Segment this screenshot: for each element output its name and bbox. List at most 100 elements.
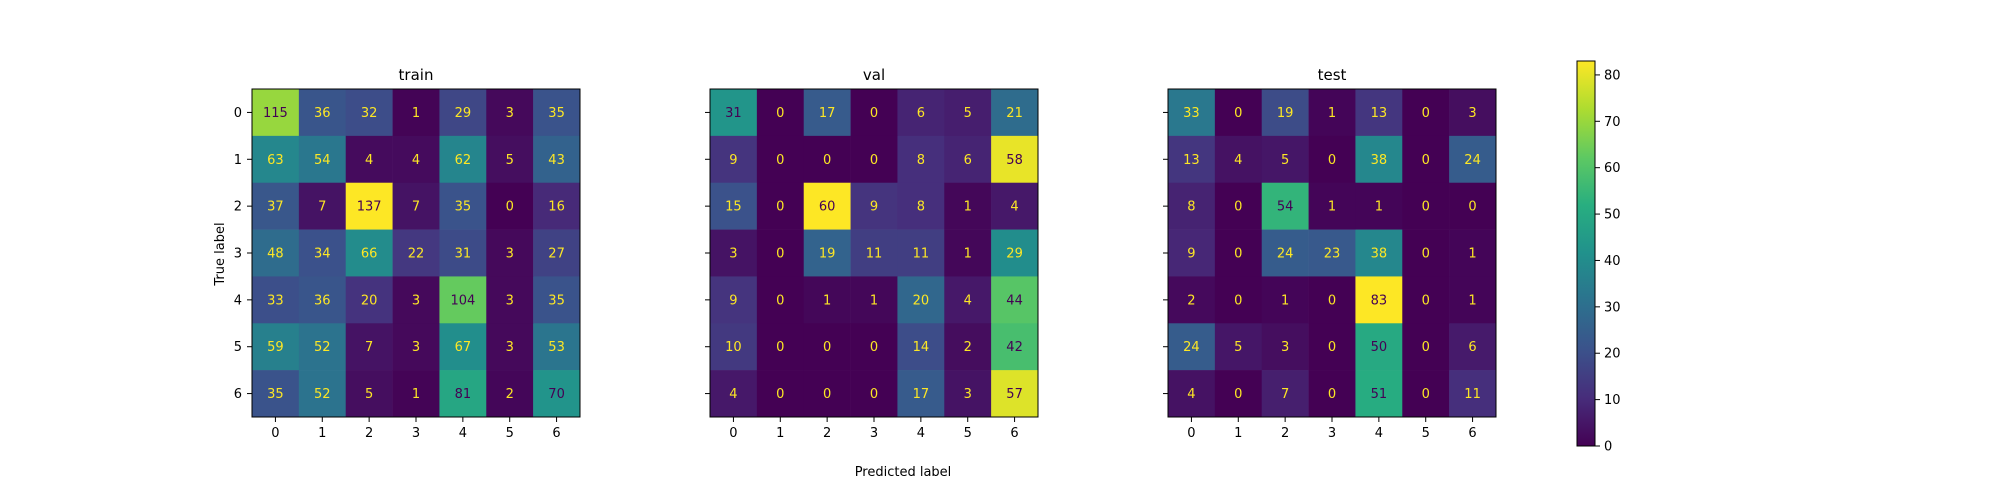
cell-value-label: 20 bbox=[913, 293, 930, 308]
cell-value-label: 0 bbox=[1422, 153, 1430, 168]
heatmap-cell bbox=[1308, 276, 1356, 324]
panel-title: train bbox=[399, 66, 434, 84]
x-tick-label: 4 bbox=[1375, 426, 1383, 441]
cell-value-label: 17 bbox=[913, 387, 930, 402]
cell-value-label: 3 bbox=[964, 387, 972, 402]
heatmap-cell bbox=[439, 323, 487, 371]
cell-value-label: 3 bbox=[506, 247, 514, 262]
heatmap-cell bbox=[944, 135, 992, 184]
heatmap-cell bbox=[1308, 135, 1356, 184]
cell-value-label: 0 bbox=[870, 153, 878, 168]
heatmap-cell bbox=[1261, 370, 1309, 418]
heatmap-cell bbox=[1168, 276, 1216, 324]
cell-value-label: 1 bbox=[964, 200, 972, 215]
heatmap-cell bbox=[710, 182, 758, 230]
heatmap-cell bbox=[1402, 89, 1450, 137]
cell-value-label: 3 bbox=[412, 293, 420, 308]
heatmap-cell bbox=[1355, 89, 1403, 137]
heatmap-cell bbox=[944, 370, 992, 418]
cell-value-label: 0 bbox=[776, 200, 784, 215]
heatmap-cell bbox=[897, 89, 945, 137]
cell-value-label: 66 bbox=[361, 247, 378, 262]
x-tick-label: 0 bbox=[1187, 426, 1195, 441]
heatmap-cell bbox=[803, 276, 851, 324]
cell-value-label: 29 bbox=[1006, 247, 1023, 262]
heatmap-cell bbox=[345, 229, 393, 277]
heatmap-cell bbox=[850, 229, 898, 277]
heatmap-cell bbox=[1168, 135, 1216, 184]
heatmap-cell bbox=[1355, 323, 1403, 371]
cell-value-label: 6 bbox=[964, 153, 972, 168]
colorbar-tick-label: 20 bbox=[1604, 347, 1621, 362]
cell-value-label: 9 bbox=[729, 153, 737, 168]
cell-value-label: 14 bbox=[913, 340, 930, 355]
y-tick-label: 1 bbox=[234, 153, 242, 168]
heatmap-cell bbox=[1168, 89, 1216, 137]
cell-value-label: 0 bbox=[1234, 200, 1242, 215]
colorbar-tick-label: 0 bbox=[1604, 440, 1612, 455]
heatmap-cell bbox=[1402, 135, 1450, 184]
y-tick-label: 6 bbox=[234, 387, 242, 402]
cell-value-label: 35 bbox=[455, 200, 472, 215]
cell-value-label: 6 bbox=[917, 106, 925, 121]
cell-value-label: 43 bbox=[548, 153, 565, 168]
heatmap-cell bbox=[1261, 276, 1309, 324]
heatmap-cell bbox=[1449, 135, 1497, 184]
cell-value-label: 0 bbox=[1422, 247, 1430, 262]
cell-value-label: 70 bbox=[548, 387, 565, 402]
cell-value-label: 4 bbox=[729, 387, 737, 402]
heatmap-cell bbox=[252, 135, 300, 184]
heatmap-cell bbox=[1261, 182, 1309, 230]
cell-value-label: 33 bbox=[267, 293, 284, 308]
heatmap-cell bbox=[1355, 229, 1403, 277]
cell-value-label: 9 bbox=[1187, 247, 1195, 262]
heatmap-cell bbox=[1261, 323, 1309, 371]
heatmap-cell bbox=[486, 135, 534, 184]
heatmap-cell bbox=[345, 370, 393, 418]
heatmap-cell bbox=[1402, 182, 1450, 230]
heatmap-cell bbox=[298, 89, 347, 137]
heatmap-cell bbox=[991, 89, 1039, 137]
x-tick-label: 6 bbox=[552, 426, 560, 441]
cell-value-label: 16 bbox=[548, 200, 565, 215]
heatmap-cell bbox=[345, 135, 393, 184]
heatmap-cell bbox=[392, 323, 440, 371]
x-tick-label: 1 bbox=[318, 426, 326, 441]
heatmap-cell bbox=[252, 89, 300, 137]
heatmap-cell bbox=[1355, 182, 1403, 230]
cell-value-label: 7 bbox=[1281, 387, 1289, 402]
heatmap-cell bbox=[850, 276, 898, 324]
heatmap-cell bbox=[392, 182, 440, 230]
heatmap-cell bbox=[1261, 89, 1309, 137]
cell-value-label: 0 bbox=[823, 153, 831, 168]
cell-value-label: 19 bbox=[1277, 106, 1294, 121]
heatmap-cell bbox=[1308, 89, 1356, 137]
cell-value-label: 1 bbox=[412, 106, 420, 121]
cell-value-label: 1 bbox=[964, 247, 972, 262]
x-tick-label: 6 bbox=[1468, 426, 1476, 441]
cell-value-label: 52 bbox=[314, 340, 331, 355]
heatmap-cell bbox=[439, 229, 487, 277]
cell-value-label: 13 bbox=[1371, 106, 1388, 121]
cell-value-label: 0 bbox=[776, 293, 784, 308]
cell-value-label: 137 bbox=[357, 200, 382, 215]
x-tick-label: 2 bbox=[823, 426, 831, 441]
heatmap-cell bbox=[991, 182, 1039, 230]
heatmap-cell bbox=[392, 229, 440, 277]
heatmap-cell bbox=[486, 323, 534, 371]
heatmap-cell bbox=[1308, 182, 1356, 230]
cell-value-label: 0 bbox=[1422, 387, 1430, 402]
heatmap-cell bbox=[486, 229, 534, 277]
heatmap-cell bbox=[392, 89, 440, 137]
cell-value-label: 20 bbox=[361, 293, 378, 308]
cell-value-label: 42 bbox=[1006, 340, 1023, 355]
heatmap-cell bbox=[298, 323, 347, 371]
cell-value-label: 4 bbox=[1010, 200, 1018, 215]
x-axis-label: Predicted label bbox=[855, 465, 952, 480]
heatmap-cell bbox=[850, 135, 898, 184]
cell-value-label: 17 bbox=[819, 106, 836, 121]
heatmap-cell bbox=[486, 276, 534, 324]
cell-value-label: 24 bbox=[1183, 340, 1200, 355]
